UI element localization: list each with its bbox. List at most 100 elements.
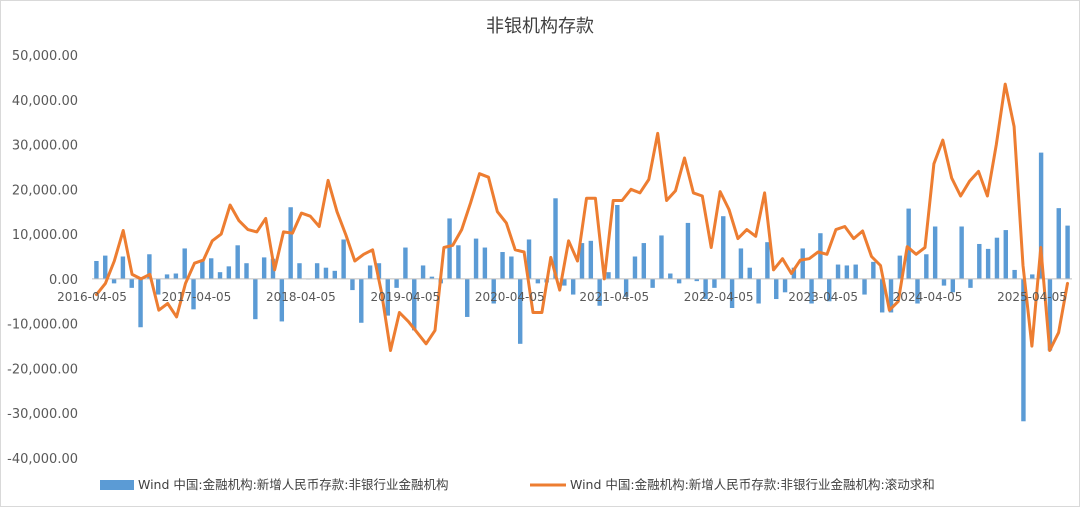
bar: [941, 278, 947, 286]
bar: [332, 270, 337, 279]
bar: [376, 263, 382, 279]
bar: [553, 198, 558, 279]
bar: [623, 278, 629, 297]
bar: [985, 248, 991, 279]
y-tick-label: 50,000.00: [12, 49, 78, 64]
bar: [173, 273, 179, 279]
bar: [791, 267, 797, 279]
y-tick-label: -40,000.00: [7, 452, 78, 467]
bar: [888, 278, 894, 313]
bar: [835, 264, 841, 279]
legend-label-line: Wind 中国:金融机构:新增人民币存款:非银行业金融机构:滚动求和: [570, 477, 935, 492]
y-tick-label: -10,000.00: [7, 318, 78, 333]
bar: [659, 235, 664, 279]
bar: [261, 257, 267, 279]
y-axis: 50,000.00 40,000.00 30,000.00 20,000.00 10,0…: [7, 49, 78, 467]
bar: [412, 278, 417, 331]
y-tick-label: 10,000.00: [12, 228, 78, 243]
bar: [208, 258, 214, 279]
bar: [906, 208, 911, 279]
bar: [924, 254, 929, 279]
bar: [200, 260, 205, 279]
y-tick-label: -20,000.00: [7, 362, 78, 377]
bar: [297, 263, 302, 279]
bar: [685, 222, 691, 279]
legend-label-bar: Wind 中国:金融机构:新增人民币存款:非银行业金融机构: [138, 477, 449, 492]
x-tick-label: 2018-04-05: [266, 290, 336, 304]
bar: [473, 238, 479, 279]
bar: [959, 226, 964, 279]
bar: [341, 239, 346, 279]
bar: [509, 256, 514, 279]
y-tick-label: 40,000.00: [12, 94, 78, 109]
chart-title: 非银机构存款: [486, 16, 594, 37]
x-tick-label: 2019-04-05: [370, 290, 440, 304]
bar: [676, 278, 682, 284]
bar: [729, 278, 735, 308]
bar: [871, 261, 876, 279]
bar: [120, 256, 126, 279]
bar: [403, 247, 408, 279]
bar: [1047, 278, 1053, 351]
bar: [1021, 278, 1026, 422]
bar: [562, 278, 567, 286]
bar: [147, 254, 152, 279]
bar: [235, 245, 240, 279]
bar: [129, 278, 134, 288]
bar: [703, 278, 708, 300]
y-tick-label: 30,000.00: [12, 139, 78, 154]
series-line: [95, 82, 1069, 352]
bar: [491, 278, 496, 304]
bar-series: [94, 152, 1070, 422]
bar: [668, 273, 673, 279]
bar: [1056, 208, 1061, 279]
bar: [182, 248, 187, 279]
x-tick-label: 2017-04-05: [162, 290, 232, 304]
x-tick-label: 2020-04-05: [475, 290, 545, 304]
bar: [721, 216, 726, 279]
bar: [1003, 230, 1008, 279]
bar: [818, 233, 823, 279]
bar: [1065, 225, 1070, 279]
bar: [897, 255, 903, 279]
bar: [827, 278, 832, 302]
bar: [323, 267, 329, 279]
bar: [712, 278, 717, 288]
x-tick-label: 2025-04-05: [997, 290, 1067, 304]
bar: [456, 245, 461, 279]
x-tick-label: 2016-04-05: [57, 290, 127, 304]
bar: [844, 265, 850, 279]
bar: [756, 278, 761, 304]
bar: [447, 218, 452, 279]
bar: [1038, 152, 1044, 279]
bar: [738, 248, 744, 279]
bar: [606, 272, 611, 279]
bar: [103, 255, 108, 279]
bar: [932, 226, 938, 279]
bar: [1030, 274, 1035, 279]
bar: [535, 278, 541, 284]
bar: [367, 265, 373, 279]
line-series: [95, 82, 1069, 352]
bar: [314, 263, 320, 279]
bar: [1012, 269, 1017, 279]
bar: [774, 278, 779, 300]
legend: Wind 中国:金融机构:新增人民币存款:非银行业金融机构 Wind 中国:金融机…: [100, 477, 935, 492]
bar: [156, 278, 161, 295]
bar: [915, 278, 920, 304]
bar: [747, 267, 752, 279]
bar: [977, 243, 982, 279]
bar: [465, 278, 470, 317]
bar: [420, 265, 426, 279]
bar: [429, 276, 435, 279]
bar: [588, 240, 594, 279]
bar: [526, 239, 532, 279]
bar: [191, 278, 196, 310]
bar: [650, 278, 655, 288]
bar: [570, 278, 576, 295]
bar: [253, 278, 258, 320]
bar: [853, 264, 858, 279]
bar: [500, 252, 505, 279]
